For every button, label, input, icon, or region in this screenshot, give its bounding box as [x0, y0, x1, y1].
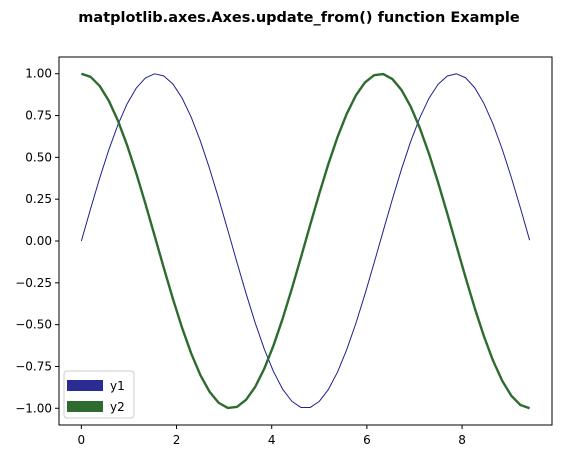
x-tick-label: 4	[268, 433, 276, 447]
y-tick-label: −0.25	[15, 276, 52, 290]
x-tick-label: 2	[173, 433, 181, 447]
legend-label-y1: y1	[110, 379, 125, 393]
y-tick-label: 0.00	[25, 234, 52, 248]
y-tick-label: −0.75	[15, 359, 52, 373]
y-tick-label: 0.50	[25, 150, 52, 164]
series-layer	[80, 72, 531, 410]
y-tick-label: 0.25	[25, 192, 52, 206]
legend-swatch-y1	[67, 380, 103, 391]
y-tick-label: 1.00	[25, 67, 52, 81]
series-line-y2	[80, 72, 531, 410]
x-tick-label: 8	[458, 433, 466, 447]
x-axis: 0 2 4 6 8	[78, 425, 466, 447]
x-tick-label: 0	[78, 433, 86, 447]
legend-label-y2: y2	[110, 400, 125, 414]
y-tick-label: 0.75	[25, 109, 52, 123]
legend: y1 y2	[63, 370, 135, 419]
chart-title: matplotlib.axes.Axes.update_from() funct…	[78, 10, 520, 26]
series-line-y1	[80, 73, 531, 409]
x-tick-label: 6	[363, 433, 371, 447]
y-axis: 1.00 0.75 0.50 0.25 0.00 −0.25 −0.50 −0.75 −1.00	[15, 67, 59, 415]
legend-swatch-y2	[67, 401, 103, 412]
y-tick-label: −1.00	[15, 401, 52, 415]
y-tick-label: −0.50	[15, 318, 52, 332]
